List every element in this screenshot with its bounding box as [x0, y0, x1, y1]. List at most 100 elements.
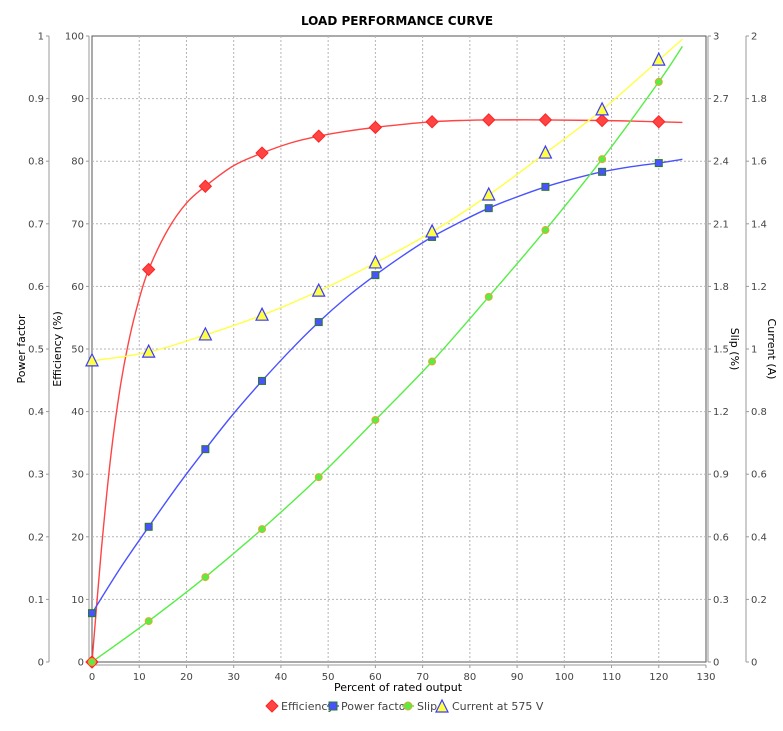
- legend-label: Efficiency: [281, 700, 334, 713]
- power-factor-tick-label: 0: [38, 658, 44, 669]
- x-tick-label: 10: [133, 672, 146, 683]
- slip-point: [428, 357, 437, 366]
- efficiency-axis-title: Efficiency (%): [51, 311, 64, 387]
- power-factor-point: [144, 522, 153, 531]
- slip-tick-label: 1.5: [713, 345, 729, 356]
- current-tick-label: 1.6: [751, 157, 767, 168]
- current-at-575-v-point: [425, 223, 440, 238]
- legend-item-efficiency[interactable]: Efficiency: [265, 699, 334, 713]
- slip-tick-label: 3: [713, 32, 719, 43]
- x-tick-label: 100: [555, 672, 574, 683]
- power-factor-tick-label: 0.4: [28, 407, 44, 418]
- power-factor-tick-label: 0.6: [28, 282, 44, 293]
- power-factor-tick-label: 0.2: [28, 532, 44, 543]
- square-icon: [328, 701, 338, 711]
- x-tick-label: 80: [463, 672, 476, 683]
- efficiency-point: [425, 115, 439, 129]
- x-tick-label: 60: [369, 672, 382, 683]
- grid-lines: [91, 35, 707, 663]
- slip-point: [541, 226, 550, 235]
- efficiency-point: [652, 115, 666, 129]
- slip-tick-label: 0.3: [713, 595, 729, 606]
- current-tick-label: 1.4: [751, 219, 767, 230]
- current-tick-label: 0: [751, 658, 757, 669]
- current-at-575-v-point: [198, 326, 213, 341]
- plot-area: [91, 35, 707, 663]
- power-factor-axis-title: Power factor: [15, 314, 28, 383]
- current-tick-label: 1.8: [751, 94, 767, 105]
- x-tick-label: 50: [322, 672, 335, 683]
- efficiency-tick-label: 80: [71, 157, 84, 168]
- efficiency-tick-label: 90: [71, 94, 84, 105]
- x-tick-label: 0: [89, 672, 95, 683]
- current-tick-label: 2: [751, 32, 757, 43]
- efficiency-tick-label: 0: [78, 658, 84, 669]
- efficiency-point: [255, 146, 269, 160]
- power-factor-point: [88, 609, 96, 618]
- legend-label: Current at 575 V: [452, 700, 544, 713]
- efficiency-tick-label: 10: [71, 595, 84, 606]
- efficiency-tick-label: 70: [71, 219, 84, 230]
- efficiency-tick-label: 60: [71, 282, 84, 293]
- power-factor-point: [484, 204, 493, 213]
- slip-tick-label: 2.7: [713, 94, 729, 105]
- power-factor-tick-label: 0.1: [28, 595, 44, 606]
- slip-tick-label: 1.8: [713, 282, 729, 293]
- x-tick-label: 70: [416, 672, 429, 683]
- efficiency-tick-label: 40: [71, 407, 84, 418]
- power-factor-point: [541, 182, 550, 191]
- legend-item-slip[interactable]: Slip: [402, 700, 437, 713]
- slip-point: [144, 617, 153, 626]
- efficiency-point: [312, 129, 326, 143]
- efficiency-tick-label: 50: [71, 345, 84, 356]
- chart-title: LOAD PERFORMANCE CURVE: [301, 14, 493, 28]
- power-factor-tick-label: 0.9: [28, 94, 44, 105]
- series-markers: [85, 51, 666, 669]
- slip-tick-label: 0.9: [713, 470, 729, 481]
- x-tick-label: 90: [511, 672, 524, 683]
- current-at-575-v-point: [255, 306, 270, 321]
- current-tick-label: 0.4: [751, 532, 767, 543]
- slip-tick-label: 2.1: [713, 219, 729, 230]
- triangle-icon: [435, 698, 449, 713]
- slip-point: [484, 292, 493, 301]
- slip-point: [598, 155, 607, 164]
- axes: 0 10 20 30 40 50 60 70 80 90 100 110 120 13000.10.20.…: [28, 32, 767, 684]
- circle-icon: [403, 701, 413, 711]
- current-at-575-v-point: [481, 186, 496, 201]
- x-tick-label: 110: [602, 672, 621, 683]
- power-factor-tick-label: 0.3: [28, 470, 44, 481]
- efficiency-point: [368, 120, 383, 135]
- x-tick-label: 40: [275, 672, 288, 683]
- legend-item-current[interactable]: Current at 575 V: [435, 698, 544, 713]
- x-tick-label: 120: [649, 672, 668, 683]
- efficiency-tick-label: 20: [71, 532, 84, 543]
- x-tick-label: 20: [180, 672, 193, 683]
- current-at-575-v-point: [85, 352, 99, 367]
- slip-tick-label: 2.4: [713, 157, 729, 168]
- power-factor-point: [314, 318, 323, 327]
- current-tick-label: 0.8: [751, 407, 767, 418]
- x-tick-label: 130: [696, 672, 715, 683]
- power-factor-point: [371, 271, 380, 280]
- efficiency-tick-label: 30: [71, 470, 84, 481]
- slip-point: [201, 573, 210, 582]
- current-tick-label: 1: [751, 345, 757, 356]
- current-at-575-v-point: [595, 101, 610, 116]
- slip-point: [314, 473, 323, 482]
- legend-item-power-factor[interactable]: Power factor: [327, 700, 410, 713]
- legend-label: Slip: [417, 700, 437, 713]
- current-tick-label: 0.6: [751, 470, 767, 481]
- efficiency-point: [595, 113, 609, 128]
- slip-tick-label: 1.2: [713, 407, 729, 418]
- current-at-575-v-point: [311, 282, 326, 297]
- power-factor-point: [258, 376, 267, 385]
- legend: Efficiency Power factor Slip Current at …: [265, 698, 544, 713]
- power-factor-point: [598, 167, 607, 176]
- power-factor-point: [654, 159, 663, 168]
- efficiency-point: [198, 179, 213, 193]
- current-at-575-v-point: [538, 144, 553, 159]
- efficiency-point: [141, 262, 156, 277]
- power-factor-point: [201, 445, 210, 454]
